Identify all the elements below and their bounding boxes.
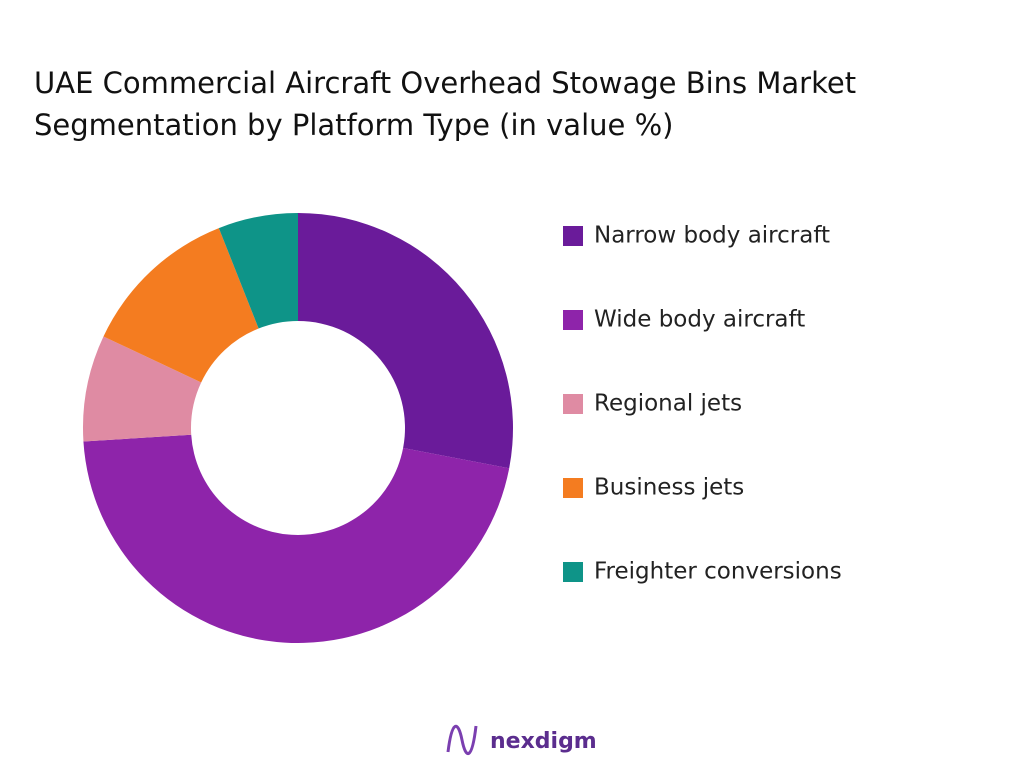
logo-text: nexdigm <box>490 729 597 754</box>
legend-swatch <box>563 310 583 330</box>
donut-slice <box>298 213 514 469</box>
legend-label: Business jets <box>594 475 744 501</box>
legend-swatch <box>563 478 583 498</box>
legend-swatch <box>563 226 583 246</box>
legend-label: Freighter conversions <box>594 559 842 585</box>
donut-slice <box>82 336 202 442</box>
legend-label: Wide body aircraft <box>594 307 805 333</box>
legend-swatch <box>563 562 583 582</box>
legend-label: Regional jets <box>594 391 742 417</box>
legend-label: Narrow body aircraft <box>594 223 830 249</box>
donut-slice <box>218 213 298 329</box>
logo-icon <box>446 725 478 755</box>
donut-slice <box>103 228 259 383</box>
donut-slice <box>83 434 510 643</box>
chart-title: UAE Commercial Aircraft Overhead Stowage… <box>34 66 857 142</box>
legend-swatch <box>563 394 583 414</box>
